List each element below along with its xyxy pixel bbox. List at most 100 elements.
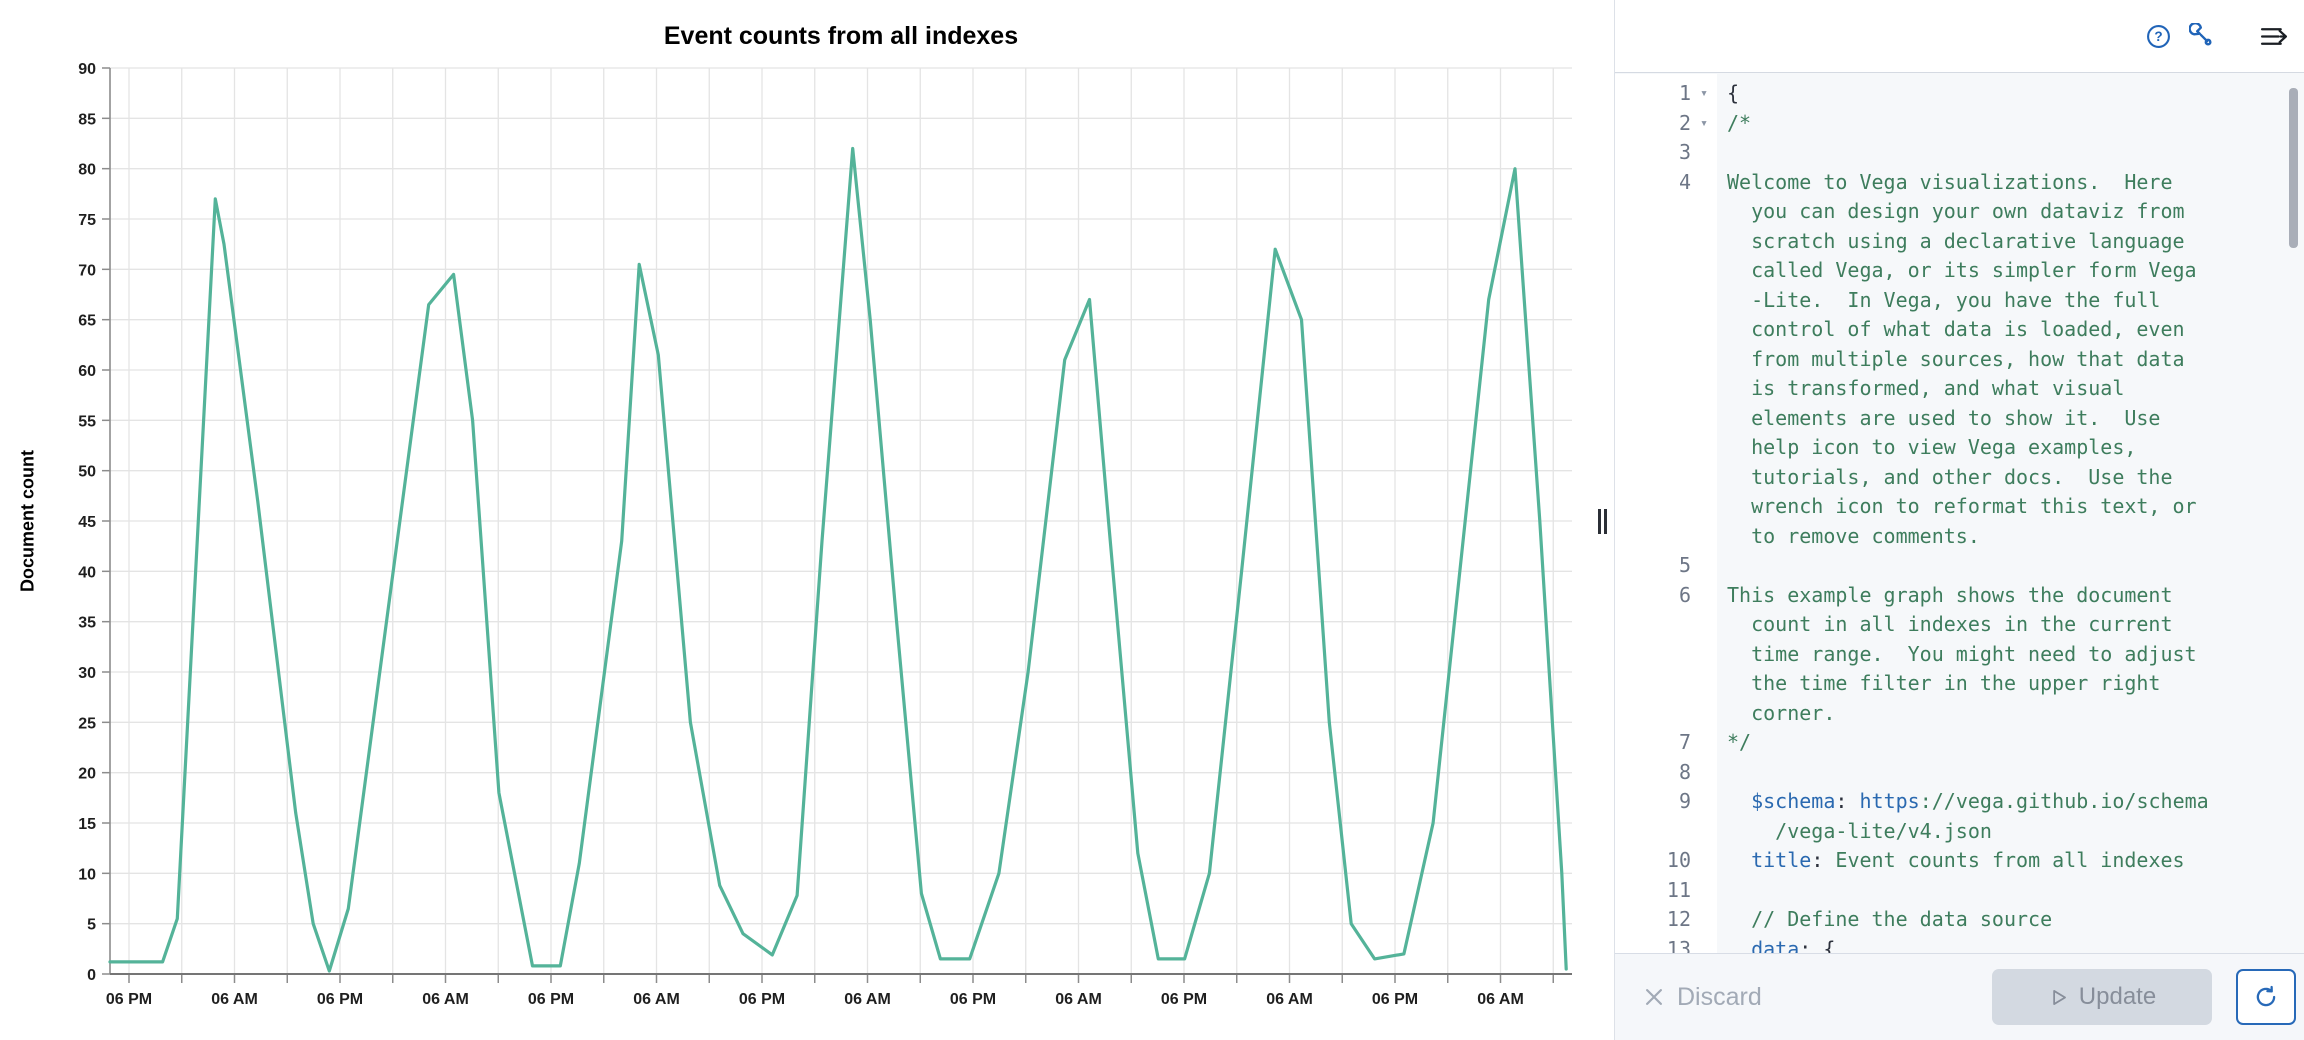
code-row[interactable]: elements are used to show it. Use [1615, 404, 2304, 434]
line-number [1615, 699, 1691, 729]
x-tick-label: 06 AM [1055, 991, 1102, 1008]
editor-scrollbar[interactable] [2289, 88, 2298, 248]
wrench-button[interactable] [2189, 23, 2215, 49]
code-row[interactable]: control of what data is loaded, even [1615, 315, 2304, 345]
y-tick-label: 55 [78, 413, 96, 430]
fold-caret-icon[interactable]: ▾ [1700, 115, 1708, 131]
code-row[interactable]: wrench icon to reformat this text, or [1615, 492, 2304, 522]
x-tick-label: 06 PM [317, 991, 363, 1008]
code-row[interactable]: 5 [1615, 551, 2304, 581]
x-tick-label: 06 PM [528, 991, 574, 1008]
fold-spacer [1691, 197, 1717, 227]
code-row[interactable]: 4 Welcome to Vega visualizations. Here [1615, 168, 2304, 198]
line-number [1615, 669, 1691, 699]
code-row[interactable]: called Vega, or its simpler form Vega [1615, 256, 2304, 286]
y-tick-label: 70 [78, 262, 96, 279]
code-row[interactable]: you can design your own dataviz from [1615, 197, 2304, 227]
fold-spacer [1691, 876, 1717, 906]
code-row[interactable]: count in all indexes in the current [1615, 610, 2304, 640]
x-tick-label: 06 PM [106, 991, 152, 1008]
update-label: Update [2078, 983, 2157, 1010]
code-row[interactable]: 13 data: { [1615, 935, 2304, 954]
line-number [1615, 256, 1691, 286]
x-tick-label: 06 PM [950, 991, 996, 1008]
code-editor[interactable]: 1 ▾ {2 ▾ /* 3 4 Welcome to Vega visualizations.… [1615, 74, 2304, 953]
x-tick-label: 06 AM [844, 991, 891, 1008]
y-tick-label: 20 [78, 766, 96, 783]
code-row[interactable]: 11 [1615, 876, 2304, 906]
code-text: called Vega, or its simpler form Vega [1727, 258, 2197, 282]
auto-refresh-button[interactable] [2236, 969, 2296, 1025]
code-row[interactable]: 8 [1615, 758, 2304, 788]
code-text: tutorials, and other docs. Use the [1727, 464, 2173, 489]
code-row[interactable]: help icon to view Vega examples, [1615, 433, 2304, 463]
menu-right-icon [2260, 27, 2288, 45]
fold-spacer [1691, 345, 1717, 375]
fold-spacer [1691, 433, 1717, 463]
code-row[interactable]: 2 ▾ /* [1615, 109, 2304, 139]
code-row[interactable]: -Lite. In Vega, you have the full [1615, 286, 2304, 316]
code-text: { [1727, 81, 1740, 105]
line-number [1615, 817, 1691, 847]
code-text: to remove comments. [1727, 523, 1980, 548]
cross-icon [1646, 989, 1662, 1005]
code-row[interactable]: 1 ▾ { [1615, 79, 2304, 109]
code-row[interactable]: corner. [1615, 699, 2304, 729]
code-row[interactable]: tutorials, and other docs. Use the [1615, 463, 2304, 493]
wrench-icon [2189, 23, 2212, 46]
line-number [1615, 315, 1691, 345]
code-row[interactable]: scratch using a declarative language [1615, 227, 2304, 257]
code-text: -Lite. In Vega, you have the full [1727, 287, 2161, 312]
code-row[interactable]: /vega-lite/v4.json [1615, 817, 2304, 847]
code-row[interactable]: to remove comments. [1615, 522, 2304, 552]
line-number: 4 [1678, 169, 1691, 194]
x-tick-label: 06 AM [633, 991, 680, 1008]
code-row[interactable]: 9 $schema: https://vega.github.io/schema [1615, 787, 2304, 817]
code-row[interactable]: 10 title: Event counts from all indexes [1615, 846, 2304, 876]
y-axis-title: Document count [17, 450, 38, 592]
fold-spacer [1691, 315, 1717, 345]
refresh-icon [2256, 985, 2276, 1007]
fold-caret-icon[interactable]: ▾ [1700, 86, 1708, 101]
code-text: // Define the data source [1727, 907, 2053, 931]
y-tick-label: 10 [78, 866, 96, 883]
code-text: elements are used to show it. Use [1727, 405, 2161, 430]
line-number [1615, 374, 1691, 404]
fold-spacer [1691, 610, 1717, 640]
fold-spacer [1691, 935, 1717, 954]
line-number [1615, 522, 1691, 552]
code-text: */ [1727, 730, 1752, 754]
line-number: 7 [1678, 730, 1691, 754]
code-row[interactable]: from multiple sources, how that data [1615, 345, 2304, 375]
code-row[interactable]: 7 */ [1615, 728, 2304, 758]
code-text: time range. You might need to adjust [1727, 641, 2197, 666]
resizer-grip-icon [1598, 509, 1601, 534]
x-tick-label: 06 AM [1266, 991, 1313, 1008]
code-row[interactable]: 3 [1615, 138, 2304, 168]
code-text: you can design your own dataviz from [1727, 199, 2185, 223]
code-row[interactable]: time range. You might need to adjust [1615, 640, 2304, 670]
fold-spacer [1691, 699, 1717, 729]
editor-gutter [1615, 74, 1717, 953]
fold-spacer [1691, 787, 1717, 817]
chart-panel: 0 5 10 15 20 25 30 35 40 45 50 55 60 65 70 75 80 85 90 06 P… [17, 22, 1572, 1008]
code-text [1717, 876, 1727, 906]
code-row[interactable]: 6 This example graph shows the document [1615, 581, 2304, 611]
code-row[interactable]: the time filter in the upper right [1615, 669, 2304, 699]
line-number: 9 [1678, 789, 1691, 813]
fold-spacer [1691, 758, 1717, 788]
help-icon: ? [2147, 24, 2170, 48]
discard-button[interactable]: Discard [1643, 983, 1762, 1012]
code-text: wrench icon to reformat this text, or [1727, 494, 2197, 518]
code-text: corner. [1727, 700, 1836, 725]
menu-right-button[interactable] [2259, 23, 2290, 50]
code-row[interactable]: 12 // Define the data source [1615, 905, 2304, 935]
update-button[interactable]: Update [1992, 969, 2212, 1025]
fold-spacer [1691, 374, 1717, 404]
help-button[interactable]: ? [2146, 24, 2171, 49]
vega-spec-editor-panel: ? [1614, 0, 2304, 1040]
line-number: 10 [1666, 848, 1691, 872]
fold-spacer [1691, 256, 1717, 286]
code-row[interactable]: is transformed, and what visual [1615, 374, 2304, 404]
panel-resizer-handle[interactable] [1596, 0, 1614, 1040]
